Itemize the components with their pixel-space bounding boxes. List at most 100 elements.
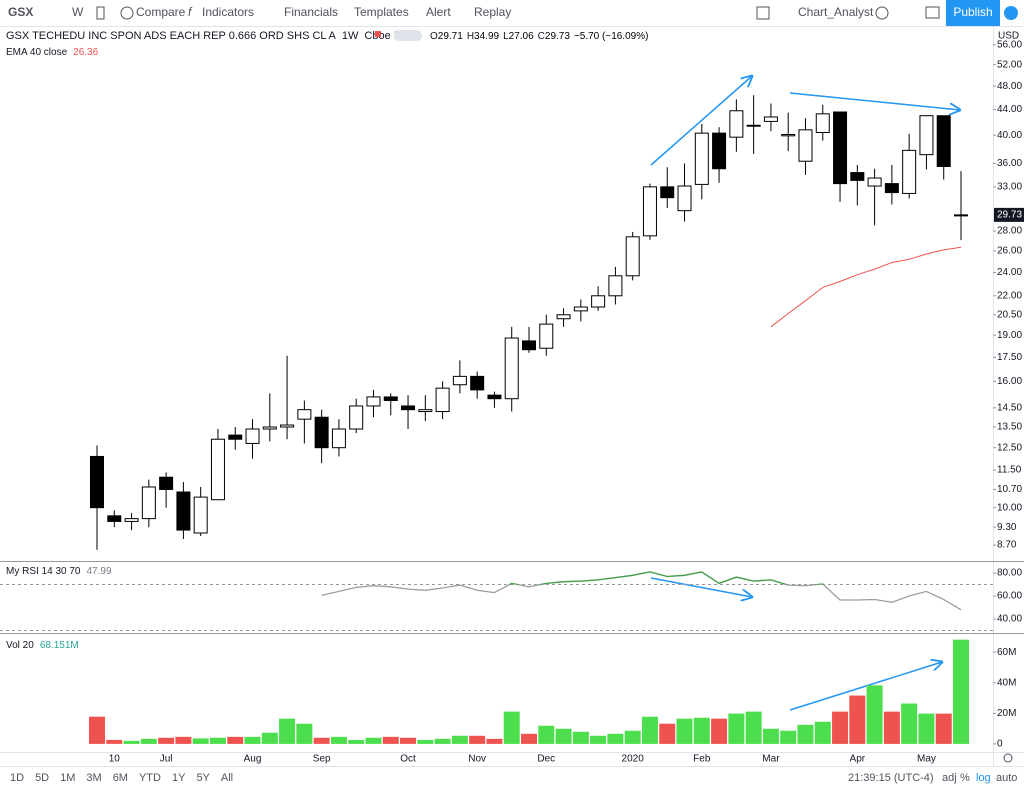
ema-value: 26.36 (73, 47, 98, 58)
volume-bar (780, 730, 797, 744)
play-icon[interactable] (1004, 6, 1018, 20)
volume-bar (572, 731, 589, 744)
layout-icon[interactable] (756, 6, 770, 20)
indicators[interactable]: Indicators (202, 5, 254, 19)
y-tick-label: 52.00 (997, 59, 1022, 70)
range-button[interactable]: 1Y (172, 772, 186, 784)
volume-bar (555, 728, 572, 744)
y-tick-label: 10.70 (997, 484, 1022, 495)
range-button[interactable]: 1D (10, 772, 24, 784)
x-tick-label: Aug (244, 754, 262, 765)
y-tick-label: 0 (997, 739, 1003, 750)
volume-bar (797, 724, 814, 744)
log-toggle[interactable]: log (976, 772, 991, 784)
candle-body (245, 428, 260, 444)
candle-body (401, 405, 416, 411)
range-button[interactable]: 3M (86, 772, 101, 784)
compare[interactable]: Compare (136, 5, 186, 19)
volume-bar (469, 735, 486, 744)
x-tick-label: Jul (160, 754, 173, 765)
ohlc-letter: L (503, 31, 509, 42)
rsi-line (321, 571, 962, 611)
volume-bar (607, 733, 624, 744)
percent-toggle[interactable]: % (960, 772, 970, 784)
volume-name: Vol 20 (6, 640, 34, 651)
y-tick-label: 28.00 (997, 226, 1022, 237)
y-tick-label: 16.00 (997, 376, 1022, 387)
x-tick-label: Mar (762, 754, 780, 765)
financials[interactable]: Financials (284, 5, 338, 19)
layout-name[interactable]: Chart_Analyst (798, 5, 874, 19)
candle-body (625, 236, 640, 277)
settings-icon[interactable] (875, 6, 889, 20)
candle-body (677, 185, 692, 212)
volume-bar (901, 703, 918, 744)
range-button[interactable]: 6M (113, 772, 128, 784)
candle-body (781, 133, 796, 137)
interval[interactable]: W (72, 5, 84, 19)
x-tick-label: Oct (400, 754, 416, 765)
volume-bar (296, 723, 313, 744)
volume-bar (849, 695, 866, 744)
y-tick-label: 26.00 (997, 246, 1022, 257)
ohlc-change: −5.70 (−16.09%) (574, 31, 649, 42)
volume-bar (365, 737, 382, 744)
range-button[interactable]: 1M (60, 772, 75, 784)
candle-body (694, 132, 709, 185)
x-tick-label: Sep (313, 754, 331, 765)
volume-bar (693, 717, 710, 744)
y-tick-label: 13.50 (997, 422, 1022, 433)
publish-button[interactable] (946, 0, 1000, 26)
templates[interactable]: Templates (354, 5, 409, 19)
y-tick-label: 11.50 (997, 465, 1022, 476)
candle-body (107, 515, 122, 522)
range-button[interactable]: All (221, 772, 233, 784)
candle-body (556, 314, 571, 320)
symbol[interactable]: GSX (8, 5, 33, 19)
adj-toggle[interactable]: adj (942, 772, 957, 784)
candle-body (418, 409, 433, 413)
candle-body (366, 396, 381, 407)
volume-bar (814, 721, 831, 744)
volume-bar (538, 725, 555, 744)
y-tick-label: 40.00 (997, 614, 1022, 625)
volume-bar (728, 713, 745, 744)
candle-body (383, 396, 398, 402)
volume-bar (745, 711, 762, 744)
y-tick-label: 60M (997, 647, 1016, 658)
candle-body (936, 115, 951, 167)
indicators-icon: f (188, 5, 193, 19)
volume-bar (641, 716, 658, 744)
range-button[interactable]: 5D (35, 772, 49, 784)
candle-body (919, 115, 934, 156)
volume-bar (140, 738, 157, 744)
ema-line (770, 246, 962, 328)
volume-bar (832, 711, 849, 744)
chart-type-icon[interactable] (96, 6, 105, 20)
y-tick-label: 22.00 (997, 290, 1022, 301)
candle-body (297, 409, 312, 420)
range-button[interactable]: YTD (139, 772, 161, 784)
range-button[interactable]: 5Y (196, 772, 210, 784)
auto-toggle[interactable]: auto (996, 772, 1017, 784)
y-tick-label: 17.50 (997, 352, 1022, 363)
x-tick-label: Dec (537, 754, 555, 765)
volume-bar (521, 733, 537, 744)
x-tick-label: May (917, 754, 936, 765)
snapshot-icon[interactable] (925, 6, 940, 19)
candle-body (660, 186, 675, 199)
candle-body (539, 323, 554, 349)
candle-body (280, 424, 295, 428)
axis-settings[interactable] (1003, 753, 1013, 763)
volume-bar (953, 639, 969, 744)
replay[interactable]: Replay (474, 5, 511, 19)
toolbar (0, 0, 1024, 26)
y-tick-label: 80.00 (997, 568, 1022, 579)
publish-label[interactable]: Publish (953, 5, 992, 19)
volume-bar (348, 739, 365, 744)
candle-body (124, 518, 139, 522)
alert[interactable]: Alert (426, 5, 451, 19)
last-price-box (994, 207, 1024, 222)
candle-body (452, 375, 467, 386)
volume-bar (261, 732, 278, 744)
